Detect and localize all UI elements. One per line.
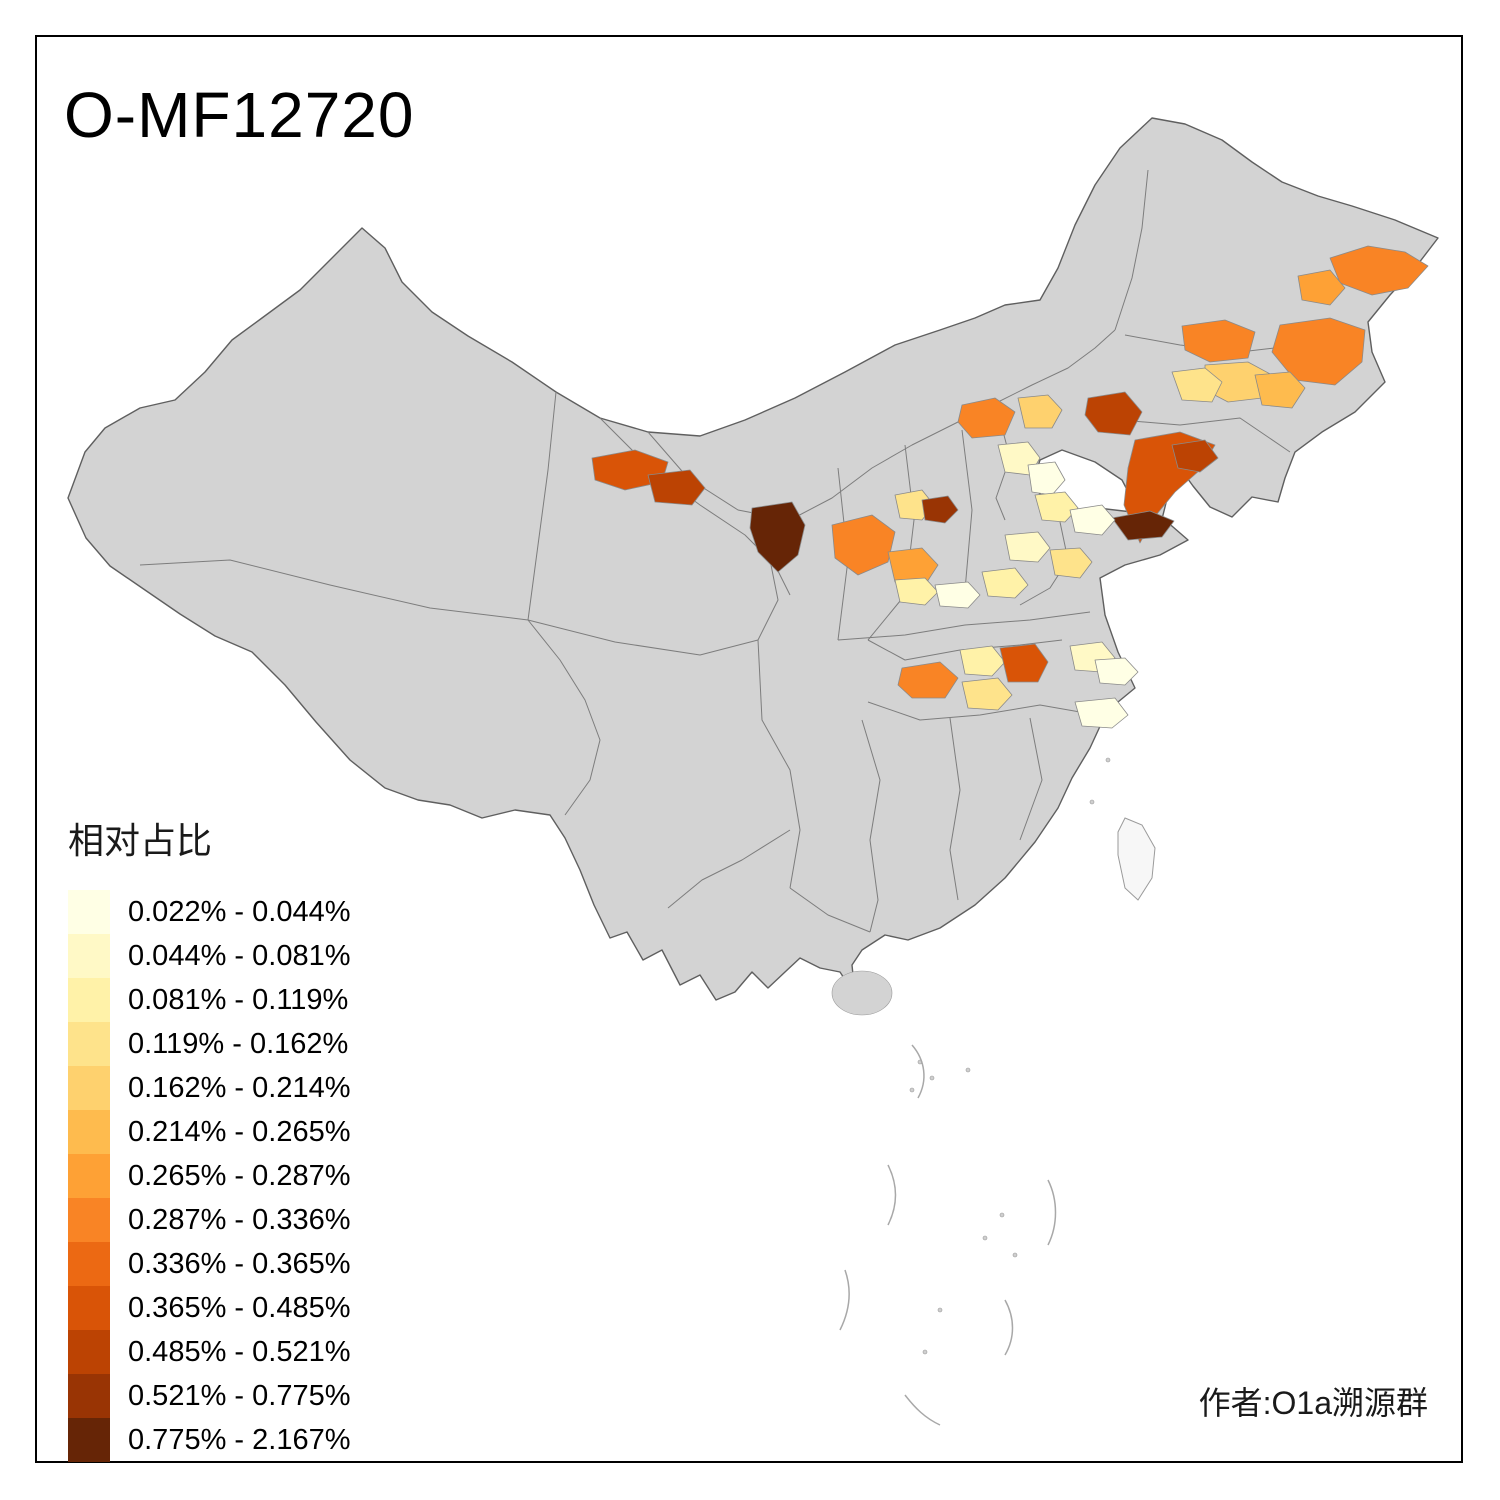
prefecture-region xyxy=(1297,269,1346,306)
prefecture-region xyxy=(1329,245,1429,296)
legend-title: 相对占比 xyxy=(68,820,213,861)
legend-row: 0.022% - 0.044% xyxy=(68,890,428,934)
prefecture-region xyxy=(1271,317,1366,386)
legend-label: 0.521% - 0.775% xyxy=(128,1379,351,1412)
legend-label: 0.775% - 2.167% xyxy=(128,1423,351,1456)
legend-label: 0.265% - 0.287% xyxy=(128,1159,351,1192)
prefecture-region xyxy=(1027,461,1066,496)
legend-swatch xyxy=(68,1066,110,1110)
legend-row: 0.214% - 0.265% xyxy=(68,1110,428,1154)
legend-swatch xyxy=(68,1286,110,1330)
legend-label: 0.081% - 0.119% xyxy=(128,983,349,1016)
prefecture-region xyxy=(1004,531,1051,563)
prefecture-region xyxy=(957,397,1016,439)
prefecture-region xyxy=(1074,697,1129,729)
hainan-island xyxy=(831,970,893,1016)
legend-label: 0.214% - 0.265% xyxy=(128,1115,351,1148)
prefecture-region xyxy=(1181,319,1256,363)
legend-row: 0.287% - 0.336% xyxy=(68,1198,428,1242)
legend-swatch xyxy=(68,1154,110,1198)
legend-label: 0.022% - 0.044% xyxy=(128,895,351,928)
legend-row: 0.119% - 0.162% xyxy=(68,1022,428,1066)
prefecture-region xyxy=(934,581,981,609)
mainland-outline xyxy=(67,117,1439,1001)
legend-swatch xyxy=(68,1242,110,1286)
prefecture-region xyxy=(897,661,959,699)
legend-swatch xyxy=(68,1198,110,1242)
prefecture-region xyxy=(1171,439,1219,473)
legend-row: 0.775% - 2.167% xyxy=(68,1418,428,1462)
prefecture-region xyxy=(1084,391,1143,436)
prefecture-region xyxy=(921,495,959,524)
colored-prefectures xyxy=(591,245,1429,729)
nine-dash-line xyxy=(839,1044,1057,1426)
legend-swatch xyxy=(68,1330,110,1374)
prefecture-region xyxy=(887,547,939,586)
prefecture-region xyxy=(999,643,1049,683)
legend-row: 0.365% - 0.485% xyxy=(68,1286,428,1330)
legend-label: 0.365% - 0.485% xyxy=(128,1291,351,1324)
legend-row: 0.265% - 0.287% xyxy=(68,1154,428,1198)
prefecture-region xyxy=(1069,504,1116,536)
prefecture-region xyxy=(981,567,1029,599)
legend-classes: 0.022% - 0.044% 0.044% - 0.081% 0.081% - 0… xyxy=(68,890,428,1462)
legend: 相对占比 0.022% - 0.044% 0.044% - 0.081% 0.081… xyxy=(68,812,428,1462)
legend-label: 0.336% - 0.365% xyxy=(128,1247,351,1280)
prefecture-region xyxy=(1094,657,1139,686)
prefecture-region xyxy=(1111,510,1175,541)
legend-row: 0.162% - 0.214% xyxy=(68,1066,428,1110)
islands xyxy=(831,757,1156,1355)
legend-label: 0.287% - 0.336% xyxy=(128,1203,351,1236)
legend-swatch xyxy=(68,890,110,934)
prefecture-region xyxy=(831,514,896,576)
legend-swatch xyxy=(68,1022,110,1066)
legend-swatch xyxy=(68,934,110,978)
prefecture-region xyxy=(894,577,939,606)
legend-row: 0.044% - 0.081% xyxy=(68,934,428,978)
prefecture-region xyxy=(1049,547,1093,579)
page-title: O-MF12720 xyxy=(64,79,415,151)
china-mainland xyxy=(67,117,1439,1001)
legend-label: 0.119% - 0.162% xyxy=(128,1027,349,1060)
prefecture-region xyxy=(959,645,1006,677)
prefecture-region xyxy=(1254,371,1306,409)
taiwan-island xyxy=(1117,817,1156,901)
legend-row: 0.336% - 0.365% xyxy=(68,1242,428,1286)
attribution-text: 作者:O1a溯源群 xyxy=(1198,1385,1428,1421)
legend-row: 0.521% - 0.775% xyxy=(68,1374,428,1418)
legend-swatch xyxy=(68,1418,110,1462)
prefecture-region xyxy=(961,677,1013,711)
prefecture-region xyxy=(749,501,806,573)
legend-swatch xyxy=(68,978,110,1022)
legend-label: 0.044% - 0.081% xyxy=(128,939,351,972)
legend-swatch xyxy=(68,1374,110,1418)
legend-row: 0.081% - 0.119% xyxy=(68,978,428,1022)
legend-label: 0.485% - 0.521% xyxy=(128,1335,351,1368)
prefecture-region xyxy=(1017,394,1063,429)
legend-label: 0.162% - 0.214% xyxy=(128,1071,351,1104)
prefecture-region xyxy=(1171,367,1223,403)
legend-row: 0.485% - 0.521% xyxy=(68,1330,428,1374)
prefecture-region xyxy=(647,469,706,506)
legend-swatch xyxy=(68,1110,110,1154)
